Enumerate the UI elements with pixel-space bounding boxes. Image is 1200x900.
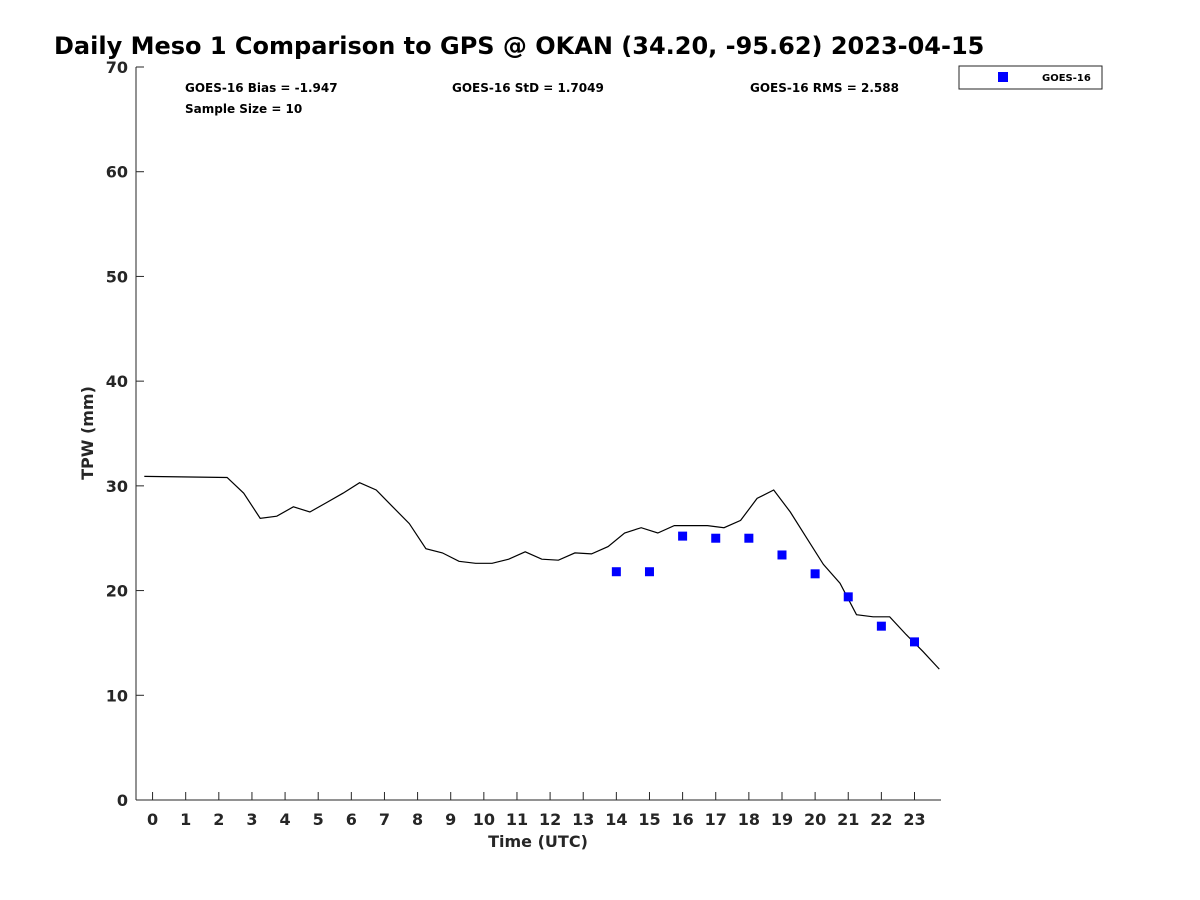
- y-tick-label: 0: [117, 791, 128, 810]
- x-tick-label: 23: [903, 810, 925, 829]
- y-axis-label: TPW (mm): [78, 386, 97, 480]
- goes16-point: [678, 531, 688, 541]
- x-ticks: 0 1 2 3 4 5 6 7 8 9 10 11 12 13 14 15 16 17 18 19 20 21 22 23: [147, 792, 926, 829]
- goes16-point: [611, 567, 621, 577]
- x-tick-label: 19: [771, 810, 793, 829]
- x-tick-label: 14: [605, 810, 627, 829]
- x-tick-label: 1: [180, 810, 191, 829]
- x-tick-label: 7: [379, 810, 390, 829]
- x-tick-label: 16: [671, 810, 693, 829]
- stats-block: GOES-16 Bias = -1.947 GOES-16 StD = 1.70…: [185, 81, 899, 116]
- x-tick-label: 6: [346, 810, 357, 829]
- y-ticks: 0 10 20 30 40 50 60 70: [106, 58, 144, 810]
- stat-std: GOES-16 StD = 1.7049: [452, 81, 604, 95]
- goes16-point: [810, 569, 820, 579]
- x-tick-label: 18: [738, 810, 760, 829]
- x-tick-label: 22: [870, 810, 892, 829]
- y-tick-label: 20: [106, 582, 128, 601]
- chart-title: Daily Meso 1 Comparison to GPS @ OKAN (3…: [54, 32, 984, 60]
- goes16-point: [909, 637, 919, 647]
- x-tick-label: 0: [147, 810, 158, 829]
- goes16-point: [777, 550, 787, 560]
- legend-label-goes16: GOES-16: [1042, 73, 1091, 84]
- x-tick-label: 4: [280, 810, 291, 829]
- x-tick-label: 2: [213, 810, 224, 829]
- legend: GOES-16: [958, 65, 1103, 90]
- goes16-point: [744, 533, 754, 543]
- legend-marker-goes16: [998, 72, 1008, 82]
- x-tick-label: 3: [246, 810, 257, 829]
- goes16-point: [876, 621, 886, 631]
- x-tick-label: 9: [445, 810, 456, 829]
- stat-bias: GOES-16 Bias = -1.947: [185, 81, 338, 95]
- y-tick-label: 40: [106, 372, 128, 391]
- x-tick-label: 21: [837, 810, 859, 829]
- y-tick-label: 70: [106, 58, 128, 77]
- series-layer: [144, 475, 940, 670]
- x-tick-label: 20: [804, 810, 826, 829]
- x-tick-label: 8: [412, 810, 423, 829]
- x-tick-label: 5: [313, 810, 324, 829]
- x-tick-label: 10: [473, 810, 495, 829]
- goes16-point: [711, 533, 721, 543]
- x-tick-label: 13: [572, 810, 594, 829]
- x-tick-label: 11: [506, 810, 528, 829]
- stat-rms: GOES-16 RMS = 2.588: [750, 81, 899, 95]
- x-tick-label: 17: [705, 810, 727, 829]
- goes16-point: [644, 567, 654, 577]
- y-tick-label: 10: [106, 686, 128, 705]
- y-tick-label: 60: [106, 163, 128, 182]
- stat-sample-size: Sample Size = 10: [185, 102, 302, 116]
- x-tick-label: 15: [638, 810, 660, 829]
- gps-tpw-line: [144, 475, 940, 670]
- x-axis-label: Time (UTC): [488, 832, 588, 851]
- y-tick-label: 50: [106, 267, 128, 286]
- goes16-point: [843, 592, 853, 602]
- legend-box: [958, 65, 1103, 90]
- y-tick-label: 30: [106, 477, 128, 496]
- x-tick-label: 12: [539, 810, 561, 829]
